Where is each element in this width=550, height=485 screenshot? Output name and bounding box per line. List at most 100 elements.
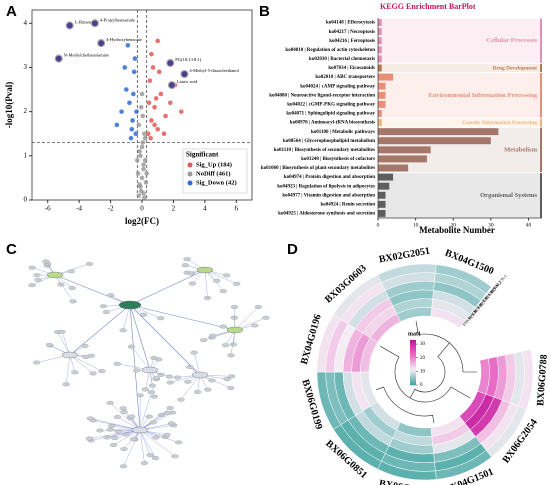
category-label: ko01240 | Biosynthesis of cofactors — [301, 157, 375, 162]
edge — [139, 392, 152, 431]
node — [163, 410, 171, 415]
node — [152, 376, 160, 381]
x-tick-label: -4 — [76, 205, 82, 213]
point — [114, 122, 120, 128]
heat-cell — [430, 307, 466, 329]
node — [107, 423, 116, 428]
node — [129, 437, 138, 442]
node — [45, 342, 54, 347]
edge — [89, 429, 141, 439]
hub-node — [118, 300, 142, 310]
annotated-point — [97, 39, 106, 48]
node — [254, 304, 263, 309]
colorbar-cell — [410, 367, 416, 369]
node — [208, 378, 216, 383]
point — [142, 195, 147, 201]
point — [147, 78, 153, 83]
point — [146, 100, 152, 106]
point — [161, 131, 167, 137]
colorbar-cell — [410, 362, 416, 365]
colorbar-cell — [410, 364, 416, 366]
point — [127, 100, 132, 106]
legend-swatch — [187, 162, 193, 168]
point — [138, 104, 144, 110]
node — [119, 328, 127, 333]
bar — [378, 137, 491, 145]
node — [57, 282, 65, 287]
edge — [129, 269, 206, 306]
colorbar-cell — [410, 346, 416, 348]
point — [139, 144, 145, 150]
point — [138, 153, 143, 159]
node — [223, 377, 231, 382]
node — [28, 265, 36, 270]
node — [193, 390, 202, 394]
bar — [378, 82, 386, 90]
colorbar-cell — [410, 350, 416, 353]
group-label: Cellular Processes — [487, 37, 538, 44]
colorbar-cell — [410, 373, 416, 375]
node — [166, 406, 174, 410]
edge — [180, 374, 201, 400]
node — [157, 316, 165, 321]
node — [136, 393, 144, 398]
node — [230, 315, 238, 320]
node — [127, 344, 136, 349]
node — [58, 329, 66, 334]
node — [111, 436, 119, 440]
category-label: ko04810 | Regulation of actin cytoskelet… — [285, 48, 375, 53]
x-tick-label: 40 — [526, 222, 532, 228]
category-label: ko04148 | Efferocytosis — [326, 21, 375, 26]
edge — [145, 369, 151, 390]
point — [158, 91, 164, 97]
point — [156, 69, 162, 75]
category-label: ko04217 | Necroptosis — [329, 30, 375, 35]
point — [131, 91, 136, 97]
bar — [378, 19, 382, 26]
colorbar-cell — [410, 343, 416, 345]
node — [221, 343, 230, 348]
node — [120, 409, 128, 414]
node — [67, 269, 75, 274]
category-label: ko02010 | ABC transporters — [315, 75, 375, 80]
node — [227, 386, 235, 390]
colorbar-cell — [410, 371, 416, 374]
point — [145, 131, 151, 137]
bar — [378, 173, 394, 181]
node — [219, 289, 227, 294]
y-tick-label: 4 — [24, 19, 28, 27]
node — [140, 312, 148, 317]
edge — [234, 306, 259, 331]
colorbar-cell — [410, 341, 416, 344]
node — [229, 342, 238, 347]
point — [152, 122, 157, 128]
node — [163, 432, 171, 437]
colorbar-cell — [410, 353, 416, 356]
colorbar-cell — [410, 368, 416, 371]
category-label: ko01060 | Biosynthesis of plant secondar… — [261, 166, 375, 171]
colorbar-tick-label: 10 — [420, 370, 426, 375]
edge — [93, 420, 141, 431]
node — [181, 263, 189, 268]
node — [85, 261, 94, 266]
node — [200, 338, 208, 343]
point — [141, 162, 146, 167]
x-tick-label: 30 — [488, 222, 494, 228]
point — [134, 157, 140, 163]
node — [151, 456, 160, 460]
x-axis-label: Metabolite Number — [419, 225, 495, 235]
annotation: 4-Hydroxybenzoate — [106, 37, 142, 42]
annotation: 4-Methyl-5-thiazoleethanol — [189, 68, 239, 73]
bar — [378, 119, 382, 126]
category-label: ko04216 | Ferroptosis — [329, 39, 375, 44]
point — [128, 135, 134, 141]
bar — [378, 128, 499, 136]
colorbar-cell — [410, 340, 416, 342]
category-label: ko04974 | Protein digestion and absorpti… — [284, 175, 375, 180]
bar — [378, 55, 382, 63]
point — [140, 113, 146, 119]
bar — [378, 182, 390, 190]
node — [203, 295, 212, 300]
